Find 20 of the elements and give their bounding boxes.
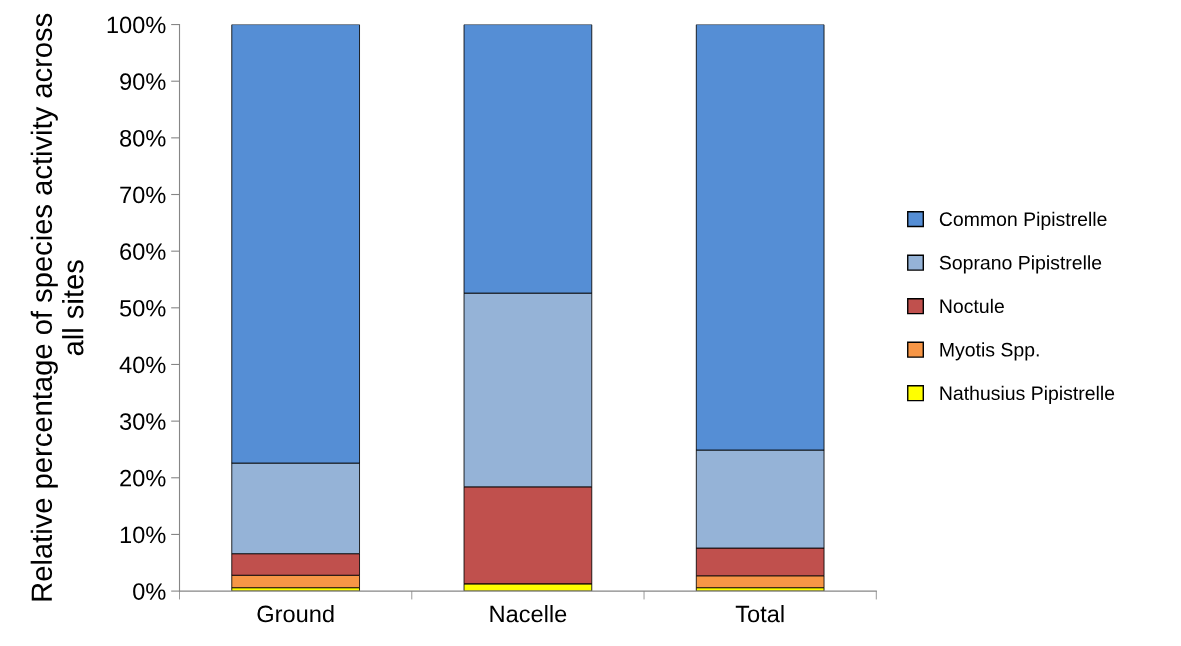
y-tick-label: 100% [107, 16, 166, 34]
x-tick-label: Total [735, 604, 784, 623]
y-tick-label: 60% [120, 243, 166, 260]
x-tick-label: Ground [257, 604, 334, 623]
y-tick-label: 50% [120, 299, 166, 317]
legend-label: Soprano Pipistrelle [939, 255, 1102, 274]
y-tick-label: 80% [120, 129, 166, 147]
y-axis-title: Relative percentage of species activity across all sites [30, 13, 84, 601]
legend-label: Myotis Spp. [940, 342, 1039, 361]
legend-label: Noctule [940, 298, 1004, 314]
y-tick-label: 0% [133, 583, 166, 600]
y-tick-label: 30% [119, 413, 166, 430]
x-tick-label: Nacelle [490, 604, 567, 623]
y-tick-label: 90% [120, 73, 166, 90]
legend-label: Nathusius Pipistrelle [940, 385, 1115, 404]
legend-label: Common Pipistrelle [939, 211, 1107, 230]
y-tick-label: 70% [120, 186, 166, 204]
y-tick-label: 10% [120, 526, 166, 544]
y-tick-label: 20% [120, 469, 166, 487]
y-tick-label: 40% [119, 356, 166, 374]
